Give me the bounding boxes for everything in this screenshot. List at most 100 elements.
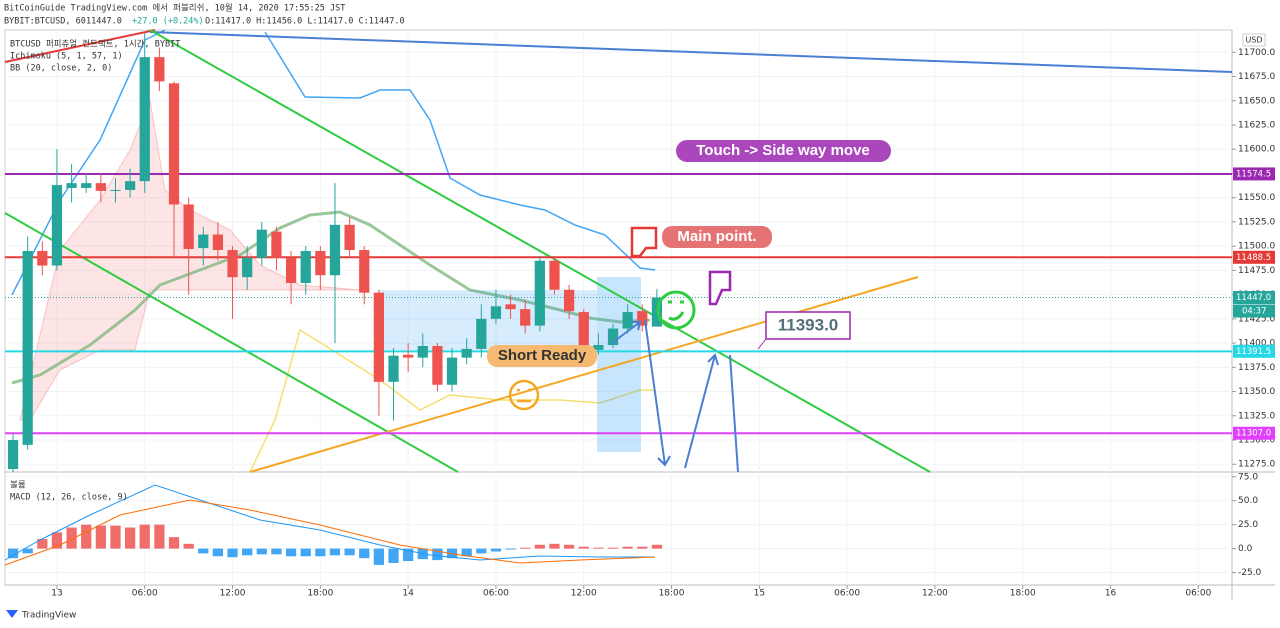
- emoji-face: [517, 388, 531, 403]
- candle-body: [403, 354, 414, 358]
- currency-box: [1242, 33, 1266, 47]
- macd-bar: [51, 532, 63, 549]
- y-tick-label: 11650.0: [1238, 96, 1275, 106]
- arrow: [684, 353, 719, 469]
- macd-bar: [403, 548, 414, 562]
- level-badge-label: 11488.5: [1236, 253, 1271, 263]
- brand: TradingView: [21, 611, 76, 621]
- candle-body: [359, 250, 370, 293]
- candle-body: [124, 181, 136, 190]
- macd-bar: [198, 548, 209, 554]
- y-tick-label: 11275.0: [1238, 460, 1275, 470]
- macd-bar: [212, 548, 224, 557]
- macd-bar: [651, 544, 663, 549]
- macd-bar: [300, 548, 311, 557]
- candle-body: [51, 185, 63, 266]
- candle-body: [329, 224, 341, 276]
- y-tick-label: 11375.0: [1238, 363, 1275, 373]
- macd-bar: [242, 548, 253, 556]
- x-tick-label: 14: [402, 589, 414, 599]
- level-badge-label: 11574.5: [1236, 169, 1271, 179]
- macd-bar: [285, 548, 297, 557]
- countdown: 04:37: [1242, 307, 1267, 317]
- macd-bar: [490, 548, 502, 552]
- macd-bar: [256, 548, 267, 555]
- macd-bar: [476, 548, 487, 554]
- indicator-line: [249, 328, 655, 473]
- y-tick-label: 11350.0: [1238, 387, 1275, 397]
- y-tick-label: 11600.0: [1238, 145, 1275, 155]
- candle-body: [7, 440, 19, 470]
- y-tick-label: 11475.0: [1238, 266, 1275, 276]
- price-note-pointer: [757, 338, 767, 350]
- macd-bar: [22, 548, 33, 554]
- trendline: [149, 31, 1233, 73]
- trendline: [4, 212, 459, 473]
- y-tick-label: 11525.0: [1238, 217, 1275, 227]
- candle-body: [637, 311, 648, 326]
- y-tick-label: -25.0: [1238, 568, 1262, 578]
- countdown-badge: [1233, 304, 1275, 318]
- macd-bar: [432, 548, 443, 561]
- candle-body: [183, 204, 194, 250]
- price-note-box: [765, 311, 851, 340]
- candle-body: [388, 355, 399, 382]
- annotation-box: [662, 226, 772, 248]
- y-tick-label: 11675.0: [1238, 72, 1275, 82]
- indicator-line: [11, 29, 166, 296]
- level-badge: [1233, 426, 1275, 440]
- candle-body: [37, 251, 48, 266]
- legend-title: BTCUSD 퍼피츄얼 컨트랙트, 1시간, BYBIT: [10, 39, 180, 50]
- y-tick-label: 11325.0: [1238, 411, 1275, 421]
- candle-body: [300, 251, 311, 283]
- candle-body: [534, 260, 545, 326]
- y-tick-label: 25.0: [1238, 520, 1258, 530]
- candle-body: [81, 183, 92, 188]
- legend-indicator: Ichimoku (5, 1, 57, 1): [10, 52, 123, 62]
- candle-body: [593, 345, 604, 350]
- indicator-line: [264, 31, 656, 271]
- candle-body: [622, 312, 633, 329]
- y-tick-label: 50.0: [1238, 496, 1258, 506]
- candle-body: [578, 312, 589, 350]
- candle-body: [212, 234, 224, 251]
- x-tick-label: 12:00: [571, 589, 597, 599]
- emoji: [508, 379, 540, 411]
- plot-frame: [4, 29, 1233, 586]
- level-badge: [1233, 167, 1275, 181]
- candle-body: [198, 234, 209, 249]
- arrows: [611, 319, 739, 473]
- candle-body: [139, 57, 150, 182]
- hand-icon: [708, 270, 732, 306]
- trendline: [249, 276, 919, 473]
- range-box: [379, 290, 597, 350]
- candle-body: [154, 57, 165, 82]
- y-tick-label: 11550.0: [1238, 193, 1275, 203]
- y-tick-label: 11300.0: [1238, 436, 1275, 446]
- annotation-box: [487, 345, 597, 367]
- trendline: [4, 29, 156, 63]
- candle-body: [344, 224, 355, 251]
- x-tick-label: 12:00: [922, 589, 948, 599]
- logo: [6, 610, 18, 618]
- macd-bar: [329, 548, 341, 556]
- candle-body: [476, 318, 487, 349]
- macd-bar: [622, 546, 633, 549]
- macd-bar: [227, 548, 238, 558]
- macd-bar: [168, 537, 180, 549]
- y-tick-label: 75.0: [1238, 472, 1258, 482]
- candle-body: [242, 257, 253, 278]
- x-tick-label: 06:00: [1185, 589, 1211, 599]
- x-tick-label: 06:00: [132, 589, 158, 599]
- x-tick-label: 18:00: [307, 589, 333, 599]
- macd-bar: [388, 548, 399, 563]
- volume-label: 볼륨: [10, 480, 26, 491]
- candle-body: [227, 250, 238, 278]
- macd-bar: [81, 524, 92, 549]
- macd-bar: [520, 547, 531, 549]
- level-badge: [1233, 250, 1275, 264]
- macd-bar: [461, 548, 472, 557]
- annotation: Main point.: [677, 228, 756, 245]
- macd-bar: [124, 527, 136, 549]
- macd-bar: [578, 546, 589, 549]
